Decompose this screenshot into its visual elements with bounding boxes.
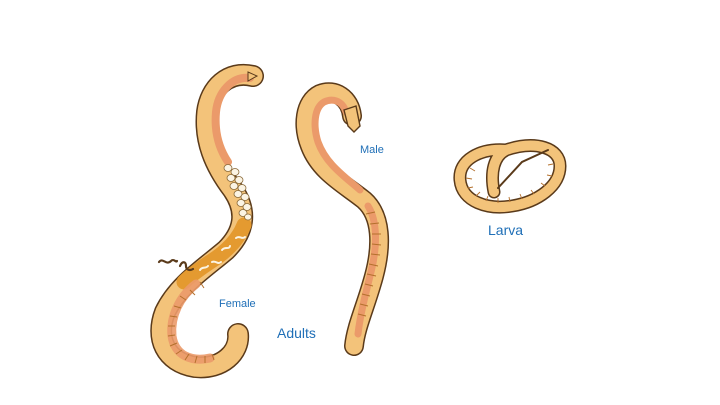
label-adults: Adults [277,325,316,341]
male-head [343,105,361,133]
male-gut [311,96,364,194]
male-gut-lower [354,202,380,338]
larva-segments [465,163,554,203]
female-worm [150,63,264,379]
female-egg-cluster [223,164,252,221]
larva-body [454,140,566,212]
larva-tail [497,149,549,189]
female-segments [167,281,215,364]
label-male: Male [360,144,384,156]
larva-worm [453,139,567,214]
label-larva: Larva [488,222,524,238]
female-inner-larvae [199,236,246,271]
expelled-larvae [157,258,195,272]
female-gut [211,73,254,166]
female-head [247,71,259,82]
label-female: Female [219,298,256,310]
male-segments [357,211,382,317]
male-worm [295,82,390,356]
female-gut-lower [167,279,215,364]
